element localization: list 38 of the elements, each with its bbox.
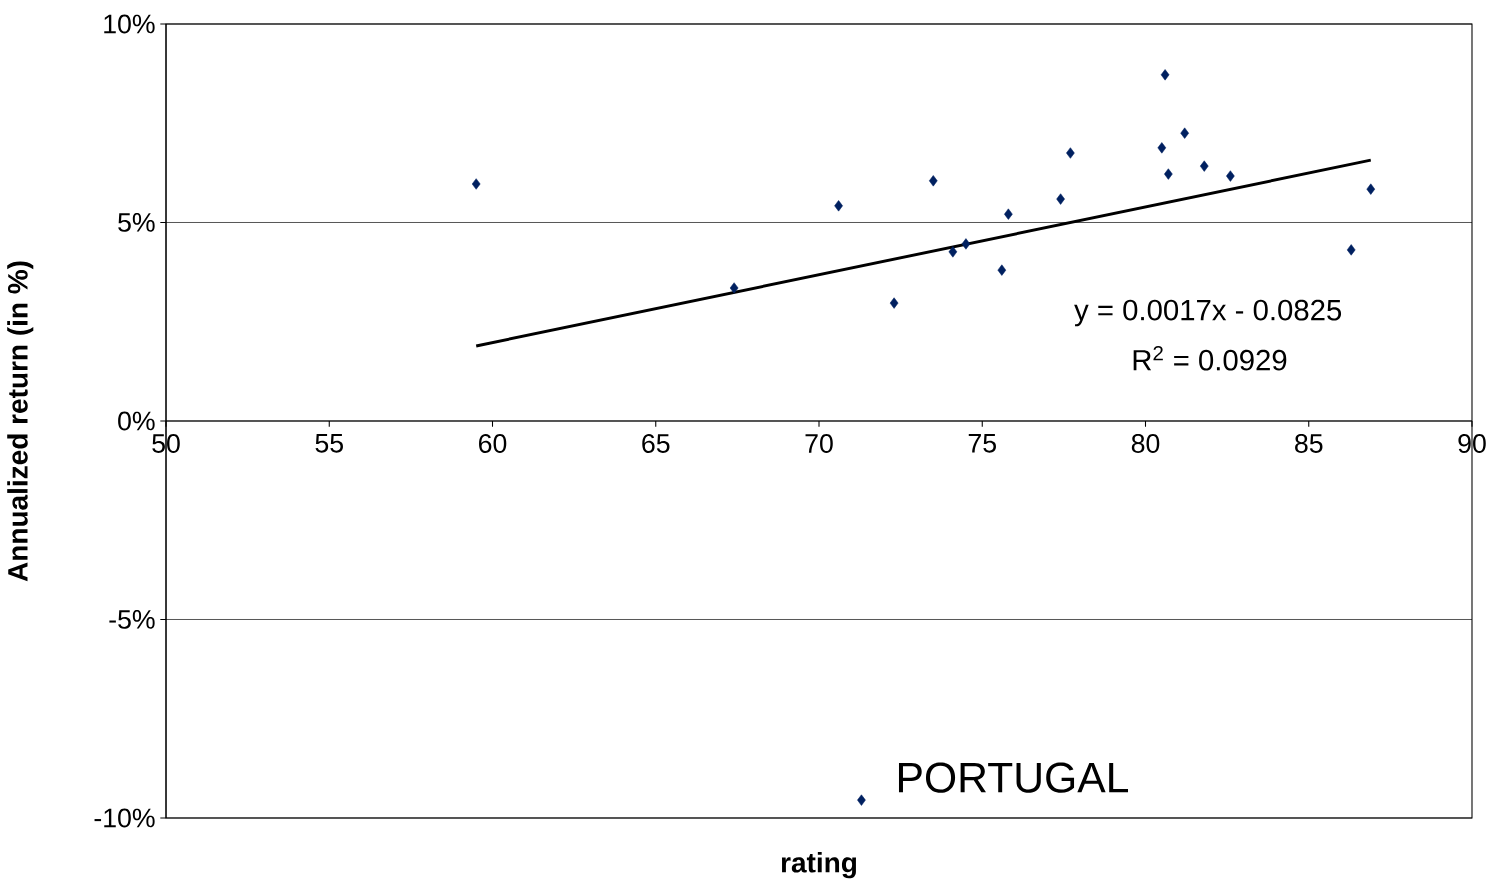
y-tick-label: 0% <box>118 411 155 431</box>
point <box>471 178 481 190</box>
x-tick-label: 60 <box>479 434 507 453</box>
point <box>1157 142 1167 154</box>
annotation: PORTUGAL <box>898 762 1129 793</box>
x-tick-label: 65 <box>642 434 670 453</box>
point <box>834 200 843 212</box>
point <box>1200 160 1209 172</box>
x-tick-label: 70 <box>805 434 833 453</box>
point <box>1226 170 1235 182</box>
annotation: y = 0.0017x - 0.0825 <box>1074 299 1342 327</box>
x-tick-label: 85 <box>1295 434 1323 453</box>
x-tick-label: 90 <box>1458 434 1486 453</box>
point <box>1066 147 1075 159</box>
point <box>857 794 866 806</box>
point <box>997 264 1007 276</box>
x-tick-label: 80 <box>1131 434 1160 453</box>
point <box>948 246 958 258</box>
point <box>1160 69 1170 81</box>
x-tick-label: 55 <box>315 434 343 453</box>
point <box>1004 208 1013 220</box>
point <box>1366 183 1376 195</box>
x-tick-label: 75 <box>968 434 996 453</box>
point <box>1056 193 1065 205</box>
y-tick-label: -5% <box>109 610 155 629</box>
point <box>1164 168 1173 180</box>
point <box>1346 244 1356 256</box>
y-tick-label: 5% <box>118 213 155 232</box>
point <box>729 282 739 294</box>
y-tick-label: 10% <box>104 14 155 34</box>
annotation: R$^{2}$ = 0.0929 <box>1133 345 1287 371</box>
y-axis-title: Annualized return (in %) <box>7 261 34 582</box>
point <box>889 297 899 309</box>
point <box>929 175 938 187</box>
point <box>1180 127 1189 139</box>
x-axis-title: rating <box>781 852 857 879</box>
y-tick-label: -10% <box>94 808 155 828</box>
point <box>961 238 971 250</box>
